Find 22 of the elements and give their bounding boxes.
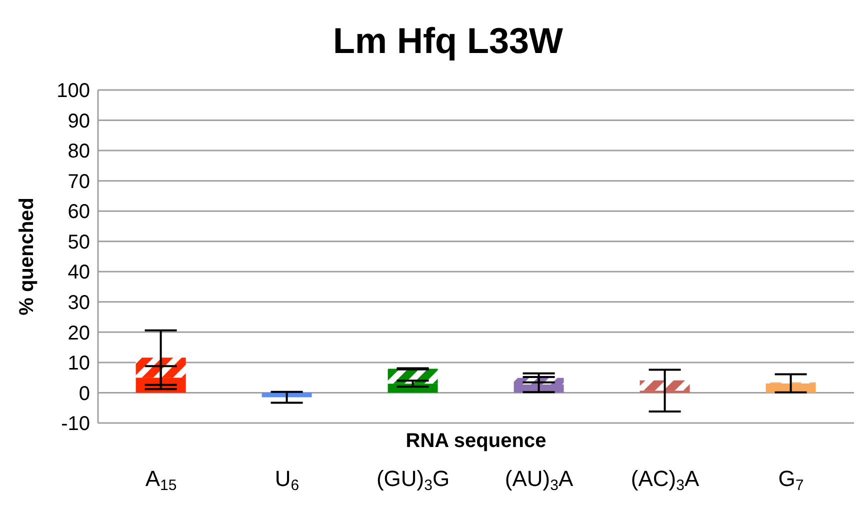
x-tick-label: (GU)$_{3}$G [376,466,450,494]
y-tick-label: 20 [68,322,90,344]
y-axis-title: % quenched [16,198,38,316]
y-tick-label: 100 [56,80,90,102]
y-tick-label: 10 [68,352,90,375]
y-tick-label: 90 [68,110,90,132]
x-tick-label: A$_{15}$ [145,466,177,494]
x-tick-label: G$_{7}$ [778,466,804,494]
x-tick-label: (AC)$_{3}$A [630,466,700,494]
x-tick-label: (AU)$_{3}$A [504,466,574,494]
y-tick-label: 60 [68,201,90,224]
y-tick-label: 50 [68,231,90,254]
x-axis-title: RNA sequence [406,430,546,452]
y-tick-label: -10 [61,413,90,436]
x-tick-label: U$_{6}$ [274,466,300,494]
y-tick-label: 70 [68,170,90,193]
chart-title: Lm Hfq L33W [333,20,564,61]
y-tick-label: 0 [78,382,90,405]
bar [640,380,690,391]
y-tick-label: 80 [68,140,90,163]
y-tick-label: 30 [68,292,90,314]
y-tick-label: 40 [68,262,90,284]
